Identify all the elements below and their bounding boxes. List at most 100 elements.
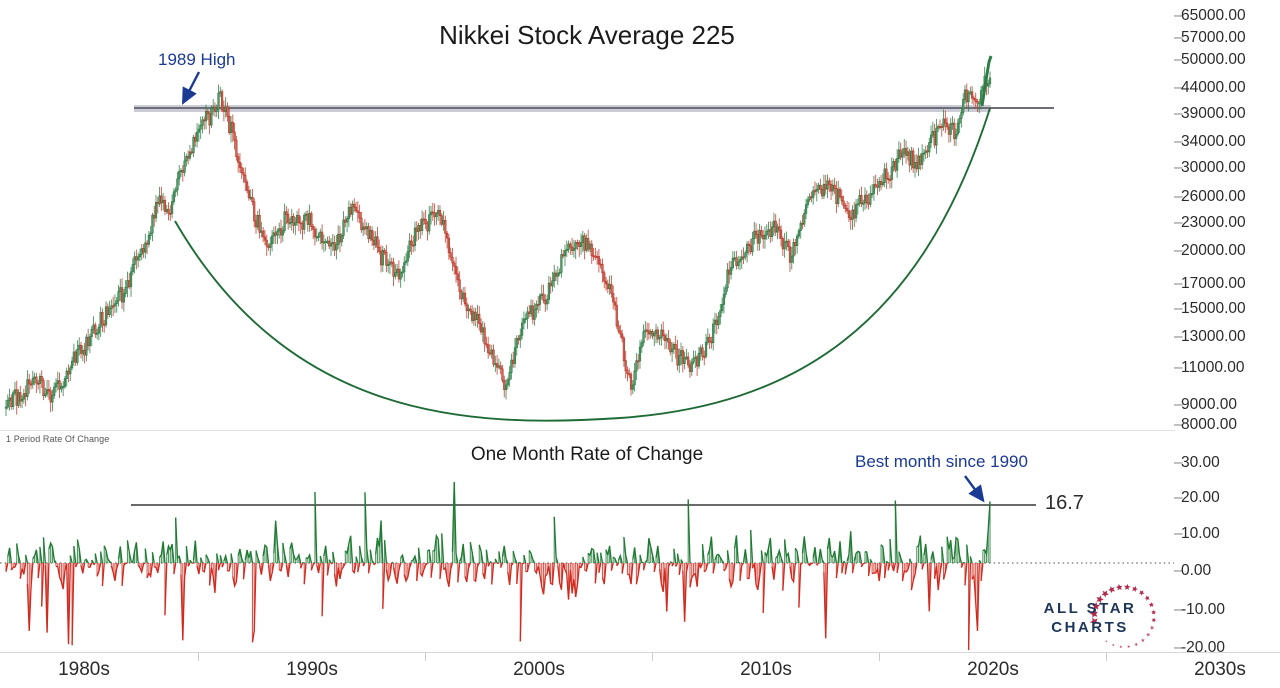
logo-star [1119, 645, 1123, 649]
reference-line-39000 [134, 107, 1054, 109]
tick-dash: – [1174, 639, 1183, 656]
price-candlestick-series [4, 55, 993, 422]
roc-axis-tick: –0.00 [1174, 563, 1280, 579]
price-axis-tick: –13000.00 [1174, 329, 1280, 345]
price-axis-tick: –39000.00 [1174, 106, 1280, 122]
x-axis-separator [198, 653, 199, 661]
logo-star [1124, 583, 1131, 591]
tick-label: 30.00 [1181, 454, 1220, 471]
tick-dash: – [1174, 105, 1183, 122]
annotation-best-month-arrow [964, 475, 985, 503]
logo-line-1: ALL STAR [1043, 600, 1137, 617]
tick-label: 0.00 [1181, 562, 1212, 579]
price-axis-tick: –9000.00 [1174, 397, 1280, 413]
price-axis-tick: –8000.00 [1174, 417, 1280, 433]
x-axis-tick-label: 2000s [513, 659, 565, 680]
tick-label: 23000.00 [1181, 214, 1246, 231]
tick-label: -10.00 [1181, 601, 1225, 618]
logo-star [1146, 632, 1151, 637]
price-axis-tick: –57000.00 [1174, 30, 1280, 46]
tick-dash: – [1174, 489, 1183, 506]
price-chart-title: Nikkei Stock Average 225 [439, 20, 735, 50]
price-axis-tick: –23000.00 [1174, 215, 1280, 231]
tick-dash: – [1174, 525, 1183, 542]
logo-star [1092, 602, 1101, 610]
logo-star [1140, 638, 1145, 642]
tick-label: -20.00 [1181, 639, 1225, 656]
tick-label: 10.00 [1181, 525, 1220, 542]
tick-dash: – [1174, 188, 1183, 205]
price-y-axis[interactable]: –65000.00 –57000.00 –50000.00 –44000.00 –390… [1174, 0, 1280, 475]
x-axis-tick-label: 2030s [1194, 659, 1246, 680]
tick-label: 17000.00 [1181, 275, 1246, 292]
roc-pane: 1 Period Rate Of Change One Month Rate o… [0, 431, 1174, 652]
logo-star [1132, 586, 1138, 593]
tick-label: 9000.00 [1181, 396, 1238, 413]
tick-dash: – [1174, 300, 1183, 317]
x-axis-separator [652, 653, 653, 661]
price-axis-tick: –34000.00 [1174, 134, 1280, 150]
logo-star [1105, 640, 1108, 643]
annotation-1989-arrow [182, 71, 201, 105]
all-star-charts-logo: ALL STAR CHARTS [1032, 583, 1172, 649]
price-axis-tick: –30000.00 [1174, 160, 1280, 176]
x-axis-separator [1106, 653, 1107, 661]
tick-label: 39000.00 [1181, 105, 1246, 122]
roc-axis-tick: –20.00 [1174, 490, 1280, 506]
tick-label: 65000.00 [1181, 7, 1246, 24]
cup-and-handle-arc [174, 107, 991, 422]
tick-label: 50000.00 [1181, 51, 1246, 68]
tick-label: 8000.00 [1181, 416, 1238, 433]
tick-label: 34000.00 [1181, 133, 1246, 150]
x-axis-tick-label: 1980s [58, 659, 110, 680]
price-axis-tick: –65000.00 [1174, 8, 1280, 24]
x-axis[interactable]: 1980s 1990s 2000s 2010s 2020s 2030s [0, 652, 1280, 688]
tick-dash: – [1174, 29, 1183, 46]
tick-label: 11000.00 [1181, 359, 1245, 376]
tick-dash: – [1174, 7, 1183, 24]
tick-dash: – [1174, 214, 1183, 231]
logo-line-2: CHARTS [1051, 619, 1129, 636]
price-axis-tick: –20000.00 [1174, 243, 1280, 259]
logo-star [1089, 617, 1099, 627]
logo-stars [1089, 583, 1157, 649]
roc-negative-path [5, 561, 984, 651]
tick-dash: – [1174, 51, 1183, 68]
tick-label: 30000.00 [1181, 159, 1246, 176]
x-axis-tick-label: 2020s [967, 659, 1019, 680]
price-axis-tick: –17000.00 [1174, 276, 1280, 292]
tick-dash: – [1174, 454, 1183, 471]
tick-label: 20.00 [1181, 489, 1220, 506]
tick-label: 44000.00 [1181, 79, 1246, 96]
roc-study-label: 1 Period Rate Of Change [6, 434, 110, 444]
price-final-rally [980, 55, 993, 107]
tick-dash: – [1174, 359, 1183, 376]
logo-star [1127, 645, 1131, 649]
pane-separator [0, 430, 1174, 431]
logo-star [1111, 643, 1115, 647]
x-axis-separator [879, 653, 880, 661]
tick-dash: – [1174, 396, 1183, 413]
roc-axis-tick: –-20.00 [1174, 640, 1280, 656]
tick-dash: – [1174, 159, 1183, 176]
roc-axis-tick: –10.00 [1174, 526, 1280, 542]
roc-positive-path [7, 482, 991, 564]
tick-label: 15000.00 [1181, 300, 1246, 317]
logo-star [1134, 642, 1139, 647]
tick-dash: – [1174, 133, 1183, 150]
x-axis-separator [425, 653, 426, 661]
roc-y-axis[interactable]: –30.00–20.00–10.00–0.00–-10.00–-20.00 16… [1174, 431, 1280, 656]
price-pane: Nikkei Stock Average 225 1989 High [4, 20, 1054, 422]
logo-star [1108, 586, 1115, 594]
logo-star [1149, 625, 1155, 631]
roc-chart-title: One Month Rate of Change [470, 444, 704, 465]
tick-label: 13000.00 [1181, 328, 1246, 345]
reference-line-16-7-label: 16.7 [1045, 492, 1084, 514]
logo-star [1151, 617, 1157, 623]
price-axis-tick: –11000.00 [1174, 360, 1280, 376]
tick-label: 57000.00 [1181, 29, 1246, 46]
tick-dash: – [1174, 328, 1183, 345]
tick-dash: – [1174, 242, 1183, 259]
logo-star [1089, 609, 1098, 618]
